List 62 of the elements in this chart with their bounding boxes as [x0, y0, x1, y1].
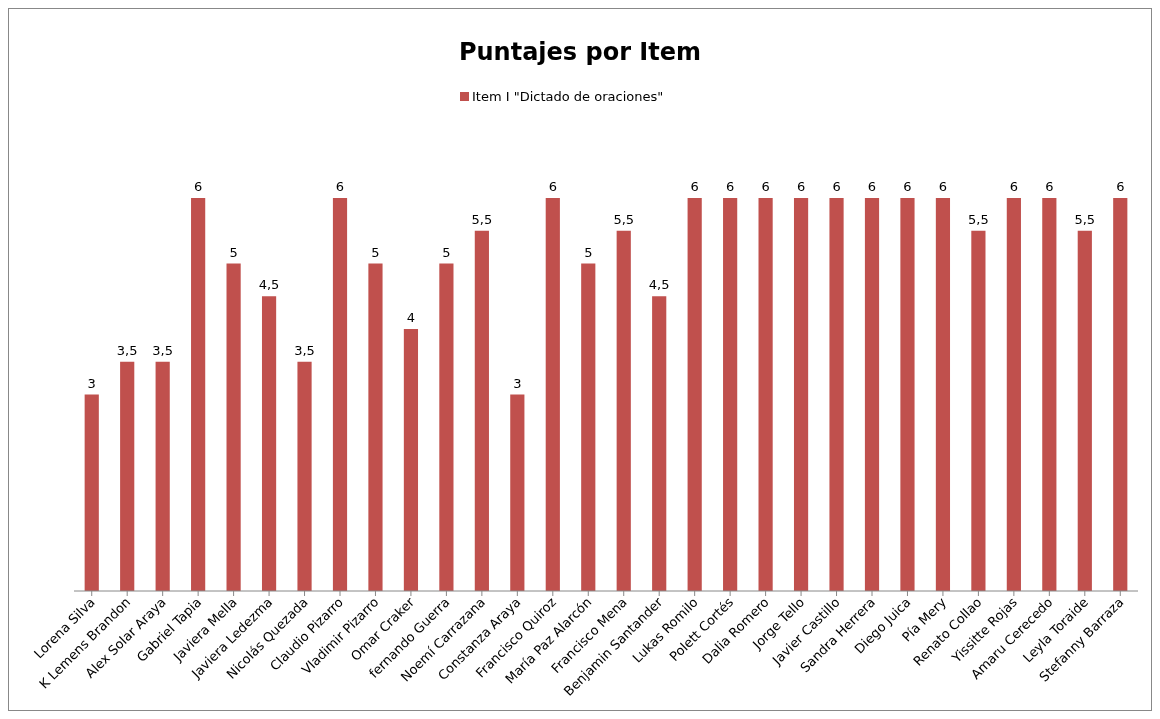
data-label: 5,5	[968, 211, 989, 227]
bar	[829, 198, 844, 591]
bar	[935, 198, 951, 591]
data-label: 6	[335, 179, 345, 194]
data-label: 6	[761, 179, 770, 194]
data-label: 5	[229, 244, 238, 260]
data-label: 6	[1045, 179, 1054, 194]
bar	[510, 394, 525, 591]
bar	[900, 198, 915, 591]
data-label: 6	[832, 179, 841, 194]
bar	[1077, 230, 1092, 591]
data-label: 3,5	[152, 342, 174, 358]
data-label: 6	[548, 179, 557, 194]
data-label: 6	[725, 179, 735, 194]
bar	[652, 296, 667, 591]
data-label: 6	[796, 179, 806, 194]
data-label: 6	[193, 179, 203, 194]
bar	[84, 394, 99, 591]
data-label: 6	[938, 179, 948, 194]
bar	[120, 361, 135, 591]
legend-label: Item I "Dictado de oraciones"	[472, 89, 664, 104]
bar	[581, 263, 596, 591]
data-label: 6	[690, 179, 699, 194]
bar	[439, 263, 454, 591]
bar	[368, 263, 383, 591]
bar	[403, 329, 419, 591]
bar	[191, 198, 206, 591]
bar	[297, 361, 312, 591]
bar	[1042, 198, 1057, 591]
data-label: 5	[442, 244, 451, 260]
data-label: 3,5	[294, 342, 315, 358]
bar	[545, 198, 560, 591]
data-label: 5	[371, 244, 380, 260]
bar	[723, 198, 738, 591]
chart-title: Puntajes por Item	[458, 38, 702, 66]
data-label: 4	[406, 310, 416, 325]
data-label: 3	[513, 375, 522, 391]
bar	[155, 361, 170, 591]
data-label: 5,5	[471, 211, 493, 227]
bar	[758, 198, 773, 591]
data-label: 5,5	[1074, 211, 1096, 227]
bar	[1113, 198, 1128, 591]
data-label: 5,5	[613, 211, 635, 227]
data-label: 4,5	[258, 277, 280, 293]
data-label: 6	[867, 179, 877, 194]
data-label: 5	[584, 244, 593, 260]
bar	[474, 230, 489, 591]
bar	[332, 198, 348, 591]
bar	[261, 296, 277, 591]
bar	[793, 198, 809, 591]
bar	[1006, 198, 1021, 591]
bar	[687, 198, 702, 591]
data-label: 6	[903, 179, 912, 194]
data-label: 6	[1009, 179, 1019, 194]
bar	[226, 263, 241, 591]
data-label: 4,5	[648, 277, 670, 293]
bar	[864, 198, 880, 591]
bar	[616, 230, 631, 591]
data-label: 3,5	[116, 342, 138, 358]
bar	[971, 230, 986, 591]
data-label: 3	[87, 375, 96, 391]
data-label: 6	[1116, 179, 1125, 194]
